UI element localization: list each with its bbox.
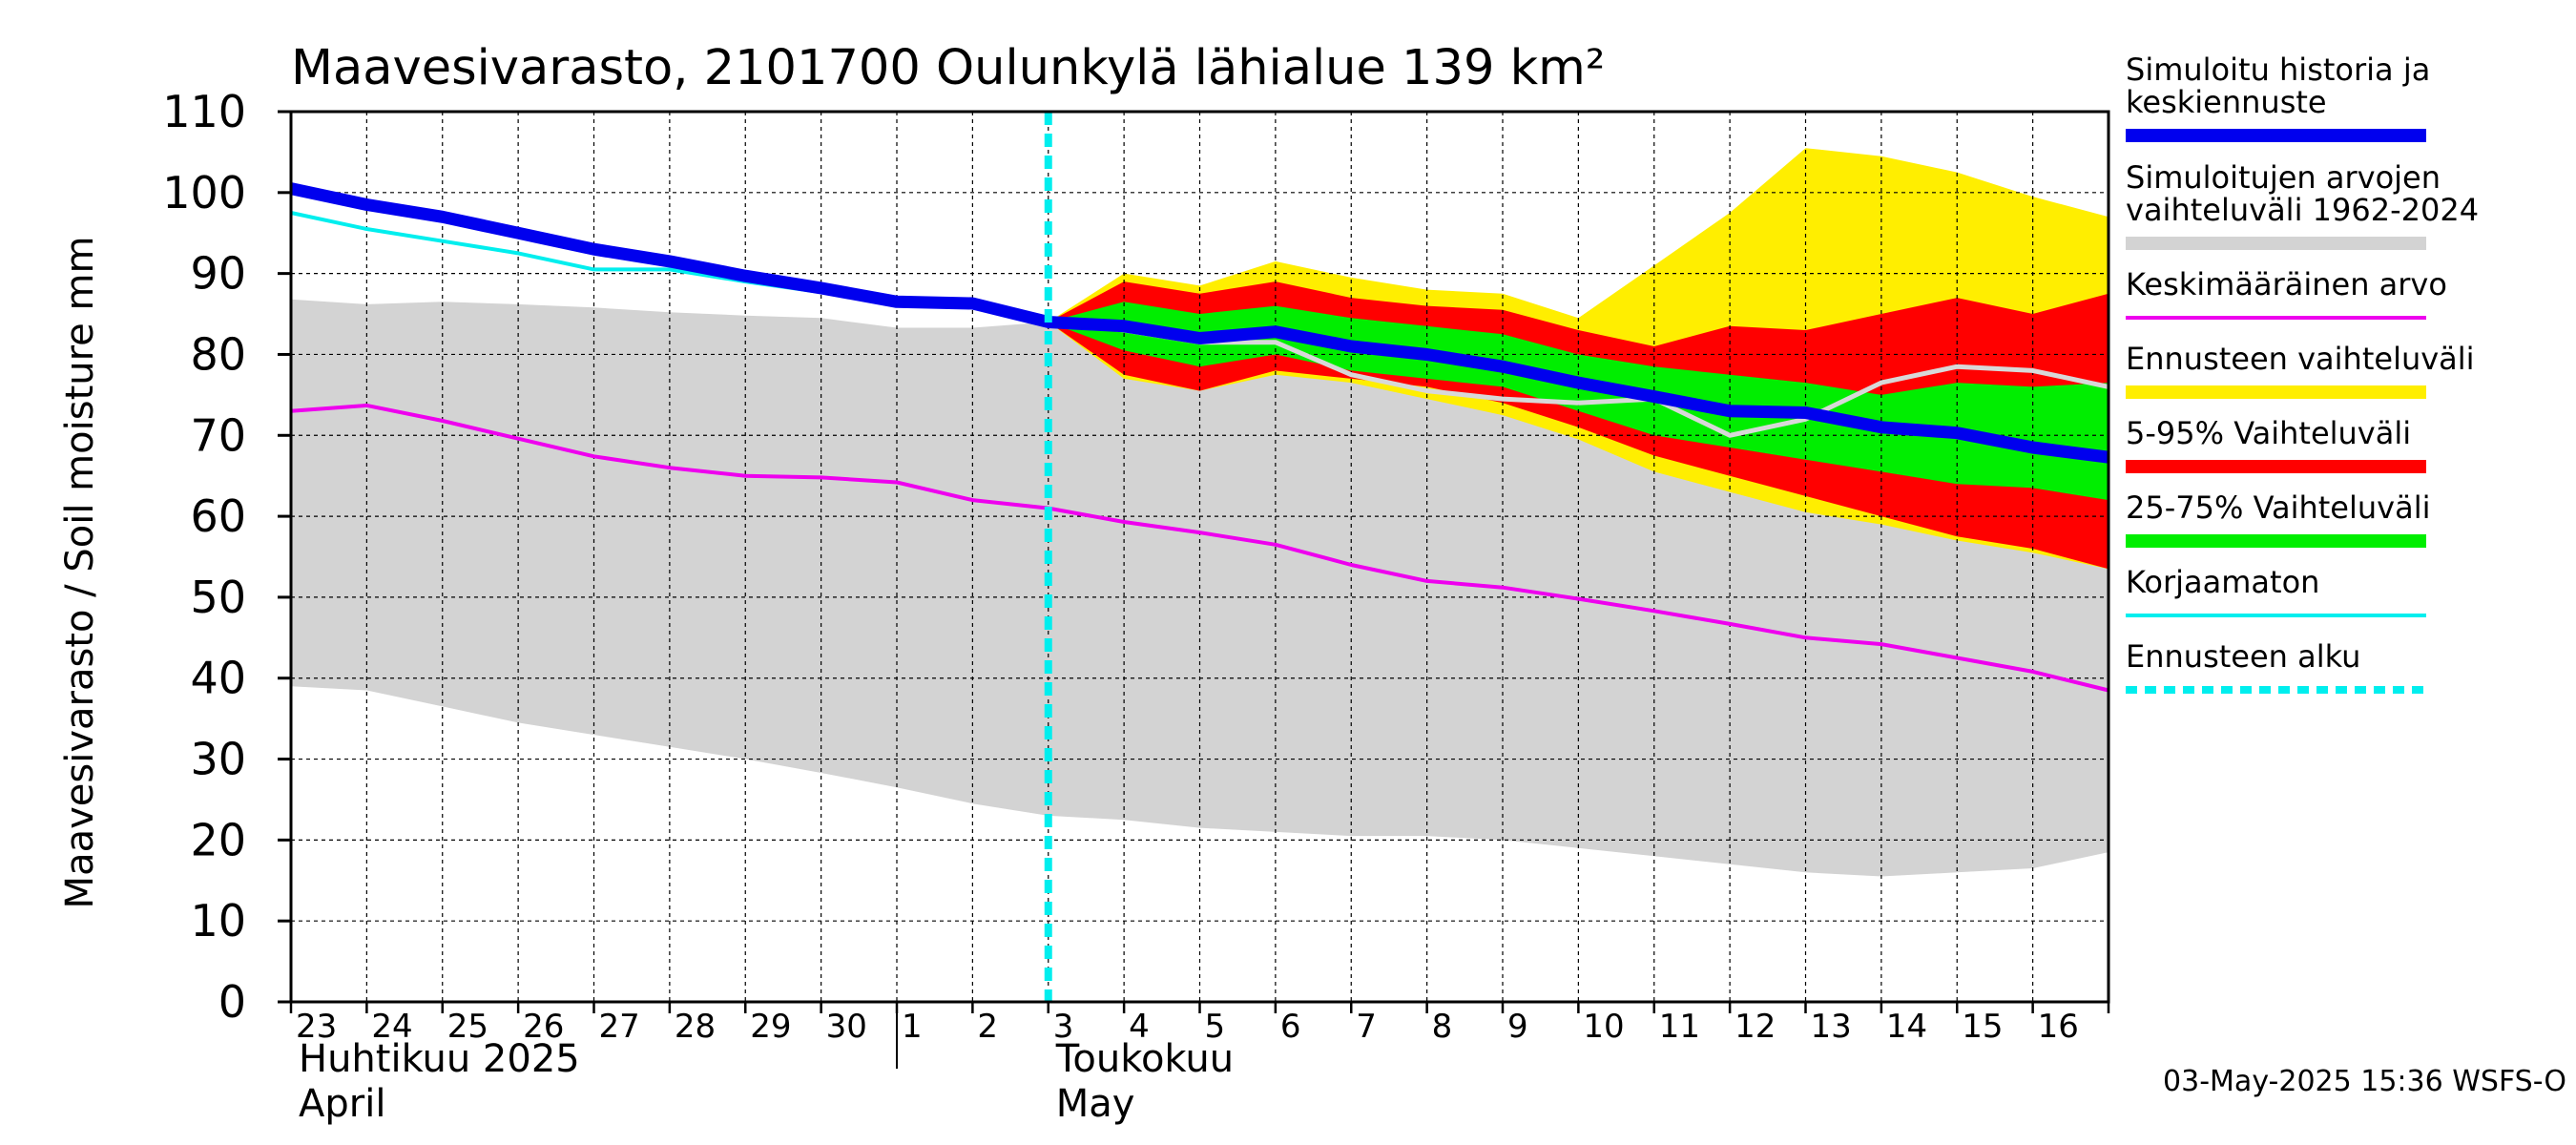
legend-label: 5-95% Vaihteluväli — [2126, 415, 2411, 451]
y-tick-label: 0 — [218, 976, 246, 1028]
x-tick-label: 24 — [371, 1008, 412, 1046]
x-tick-label: 23 — [296, 1008, 337, 1046]
legend-label: Simuloitu historia ja keskiennuste — [2126, 52, 2430, 120]
x-tick-label: 14 — [1886, 1008, 1927, 1046]
x-tick-label: 10 — [1583, 1008, 1624, 1046]
x-tick-label: 11 — [1659, 1008, 1700, 1046]
y-tick-label: 40 — [190, 653, 246, 704]
legend-entry: Keskimääräinen arvo — [2126, 266, 2447, 320]
lines-layer — [289, 112, 2109, 1002]
x-tick-label: 6 — [1280, 1008, 1301, 1046]
x-tick-label: 2 — [977, 1008, 998, 1046]
chart-title: Maavesivarasto, 2101700 Oulunkylä lähial… — [291, 40, 1605, 96]
y-axis-label: Maavesivarasto / Soil moisture mm — [58, 237, 102, 909]
grid-layer — [291, 112, 2109, 1002]
x-tick-label: 28 — [675, 1008, 716, 1046]
footer-timestamp: 03-May-2025 15:36 WSFS-O — [2163, 1065, 2566, 1098]
x-tick-label: 27 — [599, 1008, 640, 1046]
x-tick-label: 5 — [1205, 1008, 1226, 1046]
simulated-mean-line — [289, 182, 2109, 464]
legend-entry: Ennusteen alku — [2126, 638, 2426, 694]
legend-entry: Korjaamaton — [2126, 564, 2426, 617]
legend-label: Korjaamaton — [2126, 564, 2319, 600]
y-tick-label: 10 — [190, 895, 246, 947]
x-tick-label: 15 — [1962, 1008, 2003, 1046]
legend-entry: Ennusteen vaihteluväli — [2126, 341, 2475, 399]
y-axis-ticks: 0 10 20 30 40 50 60 70 80 90 100 110 — [162, 86, 291, 1028]
x-tick-label: 25 — [447, 1008, 488, 1046]
x-tick-label: 9 — [1507, 1008, 1528, 1046]
y-tick-label: 50 — [190, 572, 246, 623]
legend-label: Ennusteen vaihteluväli — [2126, 341, 2475, 377]
legend-label: Simuloitujen arvojen vaihteluväli 1962-20… — [2126, 159, 2479, 228]
x-tick-label: 4 — [1129, 1008, 1150, 1046]
month-label: Toukokuu — [1055, 1037, 1234, 1081]
x-tick-label: 26 — [523, 1008, 564, 1046]
legend-label: Keskimääräinen arvo — [2126, 266, 2447, 302]
y-tick-label: 110 — [162, 86, 246, 137]
x-tick-label: 29 — [750, 1008, 791, 1046]
legend-entry: 5-95% Vaihteluväli — [2126, 415, 2426, 473]
y-tick-label: 30 — [190, 734, 246, 785]
legend-label: 25-75% Vaihteluväli — [2126, 489, 2430, 526]
legend-entry: Simuloitujen arvojen vaihteluväli 1962-20… — [2126, 159, 2479, 250]
x-tick-label: 1 — [902, 1008, 923, 1046]
legend-label: Ennusteen alku — [2126, 638, 2360, 675]
average-line — [290, 403, 2109, 693]
month-label: Huhtikuu 2025 — [299, 1037, 580, 1081]
x-tick-label: 3 — [1053, 1008, 1074, 1046]
x-tick-label: 30 — [826, 1008, 867, 1046]
month-label-en: May — [1056, 1082, 1135, 1126]
legend-entry: Simuloitu historia ja keskiennuste — [2126, 52, 2430, 142]
x-axis-ticks: 23 24 25 26 27 28 29 30 1 2 3 4 5 6 7 8 9 10 11 12 13 14 15 16 — [289, 1002, 2110, 1046]
y-tick-label: 70 — [190, 409, 246, 461]
y-tick-label: 80 — [190, 328, 246, 380]
x-tick-label: 13 — [1811, 1008, 1852, 1046]
x-tick-label: 7 — [1356, 1008, 1377, 1046]
y-tick-label: 60 — [190, 490, 246, 542]
x-tick-label: 12 — [1735, 1008, 1776, 1046]
legend-entry: 25-75% Vaihteluväli — [2126, 489, 2430, 548]
legend: Simuloitu historia ja keskiennuste Simuloi… — [2126, 52, 2479, 694]
month-label-en: April — [299, 1082, 385, 1126]
x-tick-label: 16 — [2038, 1008, 2079, 1046]
x-tick-label: 8 — [1432, 1008, 1453, 1046]
y-tick-label: 90 — [190, 248, 246, 300]
y-tick-label: 100 — [162, 167, 246, 219]
y-tick-label: 20 — [190, 814, 246, 865]
